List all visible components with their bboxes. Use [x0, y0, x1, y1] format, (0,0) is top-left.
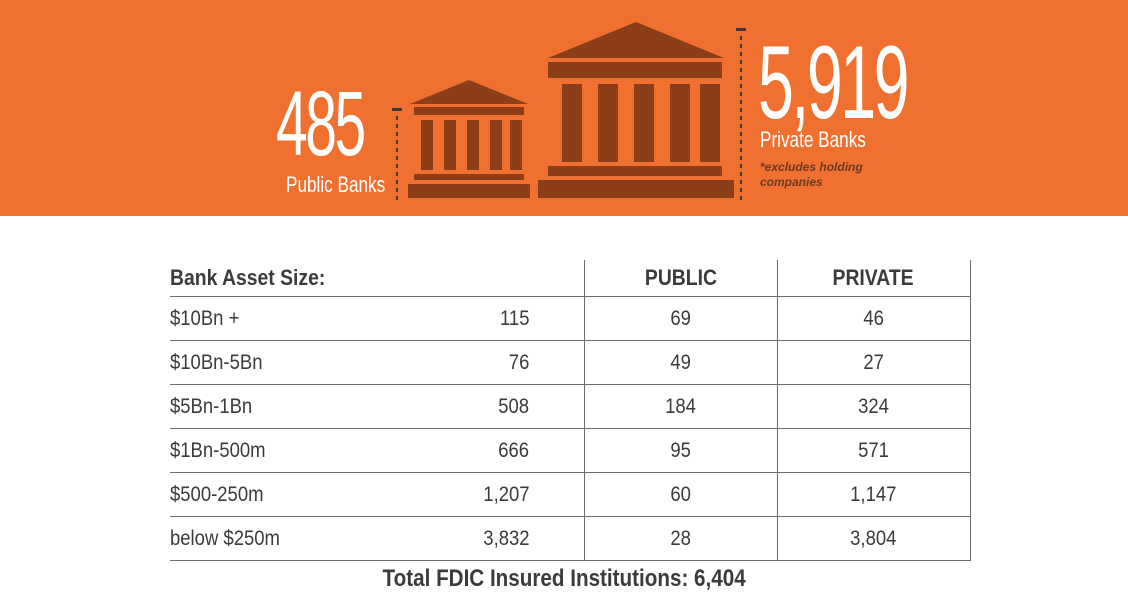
- public-count: 28: [583, 516, 777, 561]
- public-count: 60: [583, 472, 777, 517]
- public-count: 69: [583, 296, 777, 341]
- asset-size-cell: $5Bn-1Bn 508: [170, 384, 584, 429]
- asset-size-cell: $10Bn + 115: [170, 296, 584, 341]
- bank-building-large-icon: [538, 22, 734, 198]
- table-row: $1Bn-500m 666 95 571: [170, 428, 971, 473]
- total-count: 666: [498, 438, 530, 462]
- private-banks-label: Private Banks: [760, 127, 866, 152]
- public-count: 184: [583, 384, 777, 429]
- public-banks-count: 485: [276, 73, 366, 175]
- header-banner: 485 Public Banks: [0, 0, 1128, 216]
- total-count: 115: [500, 306, 530, 330]
- asset-size-label: $10Bn-5Bn: [170, 350, 263, 374]
- table-row: below $250m 3,832 28 3,804: [170, 516, 971, 561]
- dotted-divider-right: [736, 28, 746, 200]
- holding-companies-footnote: *excludes holding companies: [760, 160, 863, 189]
- asset-size-label: $10Bn +: [170, 306, 240, 330]
- private-banks-count: 5,919: [758, 25, 909, 141]
- private-count: 1,147: [776, 472, 971, 517]
- asset-size-cell: $500-250m 1,207: [170, 472, 584, 517]
- total-count: 76: [508, 350, 530, 374]
- private-count: 324: [776, 384, 971, 429]
- asset-size-label: below $250m: [170, 526, 280, 550]
- private-count: 46: [776, 296, 971, 341]
- private-count: 3,804: [776, 516, 971, 561]
- header-private: PRIVATE: [776, 260, 971, 297]
- asset-size-cell: below $250m 3,832: [170, 516, 584, 561]
- public-count: 49: [583, 340, 777, 385]
- dotted-divider-left: [392, 108, 402, 200]
- total-count: 1,207: [483, 482, 530, 506]
- table-header-row: Bank Asset Size: PUBLIC PRIVATE: [170, 260, 971, 297]
- table-row: $5Bn-1Bn 508 184 324: [170, 384, 971, 429]
- total-count: 508: [498, 394, 530, 418]
- asset-size-label: $1Bn-500m: [170, 438, 266, 462]
- table-row: $10Bn + 115 69 46: [170, 296, 971, 341]
- private-count: 27: [776, 340, 971, 385]
- asset-size-cell: $10Bn-5Bn 76: [170, 340, 584, 385]
- total-count: 3,832: [483, 526, 530, 550]
- asset-size-cell: $1Bn-500m 666: [170, 428, 584, 473]
- header-asset-size: Bank Asset Size:: [170, 260, 584, 297]
- table-row: $500-250m 1,207 60 1,147: [170, 472, 971, 517]
- header-public: PUBLIC: [583, 260, 777, 297]
- table-row: $10Bn-5Bn 76 49 27: [170, 340, 971, 385]
- public-banks-label: Public Banks: [286, 172, 386, 197]
- public-count: 95: [583, 428, 777, 473]
- total-institutions: Total FDIC Insured Institutions: 6,404: [382, 565, 746, 592]
- asset-size-label: $5Bn-1Bn: [170, 394, 253, 418]
- private-count: 571: [776, 428, 971, 473]
- asset-size-label: $500-250m: [170, 482, 264, 506]
- bank-building-small-icon: [408, 80, 530, 198]
- asset-size-table: Bank Asset Size: PUBLIC PRIVATE $10Bn + 1…: [170, 260, 971, 561]
